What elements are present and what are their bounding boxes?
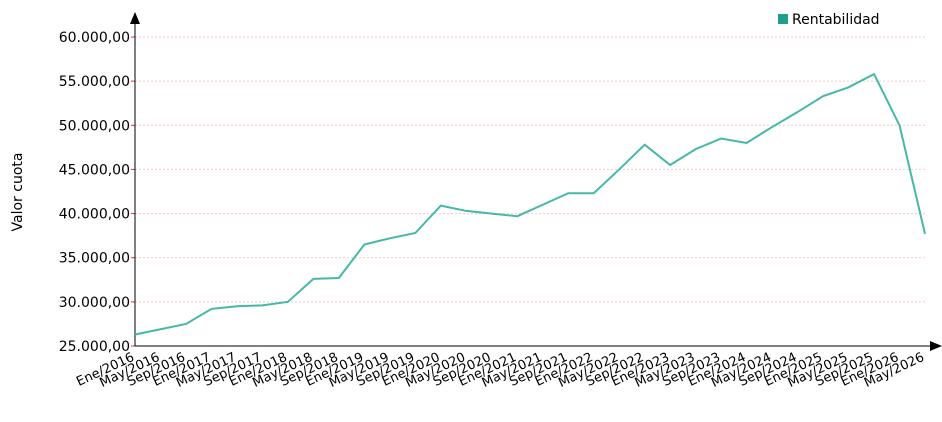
legend-swatch (778, 14, 788, 24)
y-tick-label: 35.000,00 (59, 251, 130, 267)
line (134, 72, 926, 336)
y-arrow (130, 12, 140, 24)
y-tick-label: 40.000,00 (59, 207, 130, 223)
y-axis-label: Valor cuota (10, 153, 26, 232)
y-tick-label: 45.000,00 (59, 162, 130, 178)
legend-label: Rentabilidad (792, 12, 880, 28)
y-tick-label: 60.000,00 (59, 30, 130, 46)
x-arrow (930, 341, 942, 351)
y-tick-label: 25.000,00 (59, 339, 130, 355)
y-tick-label: 55.000,00 (59, 74, 130, 90)
y-tick-label: 30.000,00 (59, 295, 130, 311)
y-tick-label: 50.000,00 (59, 118, 130, 134)
